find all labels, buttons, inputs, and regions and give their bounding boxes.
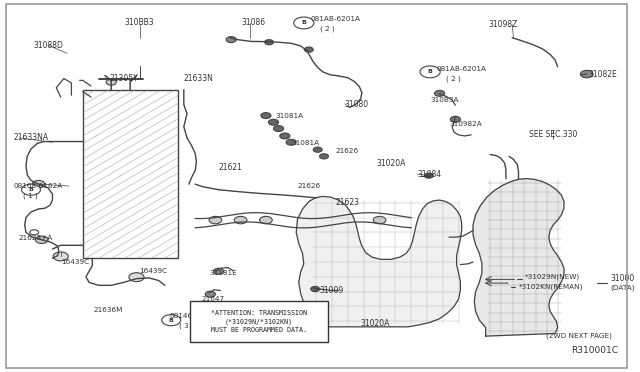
- Text: 31009: 31009: [319, 286, 344, 295]
- Bar: [83, 90, 177, 258]
- Bar: [190, 301, 328, 342]
- Text: 31086: 31086: [241, 19, 266, 28]
- Circle shape: [226, 37, 236, 42]
- Text: ( 2 ): ( 2 ): [446, 75, 461, 82]
- Text: B: B: [29, 187, 33, 192]
- Circle shape: [162, 315, 180, 326]
- Text: 31000: 31000: [610, 274, 634, 283]
- Text: 310982A: 310982A: [449, 121, 482, 127]
- Text: 31098Z: 31098Z: [488, 20, 518, 29]
- Text: 31081A: 31081A: [275, 113, 303, 119]
- Circle shape: [273, 126, 284, 132]
- Circle shape: [335, 217, 348, 224]
- Circle shape: [268, 119, 278, 125]
- Text: 21623: 21623: [335, 198, 360, 207]
- Circle shape: [373, 217, 386, 224]
- Text: B: B: [169, 318, 173, 323]
- Text: 21633NA: 21633NA: [13, 133, 49, 142]
- Text: R310001C: R310001C: [571, 346, 618, 355]
- Text: 21626: 21626: [298, 183, 321, 189]
- Text: 31088D: 31088D: [33, 41, 63, 50]
- Circle shape: [420, 66, 440, 78]
- Circle shape: [214, 268, 223, 274]
- Text: B: B: [428, 69, 433, 74]
- Text: ( 1 ): ( 1 ): [23, 192, 38, 199]
- Text: *31029N(NEW): *31029N(NEW): [525, 273, 580, 280]
- Circle shape: [209, 217, 221, 224]
- Circle shape: [261, 113, 271, 119]
- Text: 21633N: 21633N: [184, 74, 214, 83]
- Text: 081AB-6201A: 081AB-6201A: [436, 66, 486, 72]
- Text: (DATA): (DATA): [610, 285, 635, 291]
- Circle shape: [35, 236, 48, 243]
- Circle shape: [22, 184, 40, 195]
- Circle shape: [319, 154, 328, 159]
- Text: SEE SEC.330: SEE SEC.330: [529, 130, 577, 140]
- Text: 21305Y: 21305Y: [109, 74, 138, 83]
- Circle shape: [424, 173, 433, 178]
- Circle shape: [234, 217, 247, 224]
- Circle shape: [313, 147, 322, 152]
- Text: *ATTENTION: TRANSMISSION
(*31029N/*3102KN)
MUST BE PROGRAMMED DATA.: *ATTENTION: TRANSMISSION (*31029N/*3102K…: [211, 310, 307, 333]
- Text: 310BB3: 310BB3: [125, 19, 154, 28]
- Circle shape: [298, 217, 310, 224]
- Text: 081AB-6201A: 081AB-6201A: [310, 16, 360, 22]
- Text: 08146-6122G: 08146-6122G: [170, 314, 220, 320]
- Text: 31084: 31084: [417, 170, 442, 179]
- Text: ( 2 ): ( 2 ): [319, 25, 334, 32]
- Circle shape: [286, 139, 296, 145]
- Circle shape: [294, 17, 314, 29]
- Circle shape: [129, 273, 144, 282]
- Text: 31082E: 31082E: [588, 70, 617, 79]
- Circle shape: [580, 70, 593, 78]
- Text: 310B3A: 310B3A: [431, 97, 460, 103]
- Text: 31080: 31080: [345, 100, 369, 109]
- Circle shape: [435, 90, 445, 96]
- Text: 31081A: 31081A: [291, 140, 319, 146]
- Polygon shape: [296, 196, 461, 327]
- Text: *3102KN(REMAN): *3102KN(REMAN): [518, 283, 583, 290]
- Text: 21626: 21626: [335, 148, 358, 154]
- Text: 21636M: 21636M: [93, 307, 123, 313]
- Text: 31020A: 31020A: [360, 320, 390, 328]
- Text: 08168-6162A: 08168-6162A: [13, 183, 63, 189]
- Text: 16439C: 16439C: [61, 259, 89, 265]
- Text: (2WD NEXT PAGE): (2WD NEXT PAGE): [545, 333, 611, 339]
- Circle shape: [53, 252, 68, 261]
- Circle shape: [265, 39, 273, 45]
- Circle shape: [32, 180, 45, 188]
- Circle shape: [305, 47, 313, 52]
- Text: 21623+A: 21623+A: [19, 235, 52, 241]
- Text: 16439C: 16439C: [140, 268, 168, 274]
- Circle shape: [205, 291, 216, 297]
- Circle shape: [106, 79, 116, 85]
- Text: 31020A: 31020A: [376, 159, 406, 168]
- Circle shape: [451, 116, 460, 122]
- Circle shape: [280, 133, 290, 139]
- Circle shape: [260, 217, 272, 224]
- Text: 31181E: 31181E: [209, 270, 237, 276]
- Text: 21647: 21647: [202, 296, 225, 302]
- Circle shape: [311, 286, 319, 292]
- Text: ( 3 ): ( 3 ): [179, 323, 193, 329]
- Text: 21621: 21621: [218, 163, 243, 172]
- Text: B: B: [301, 20, 306, 25]
- Polygon shape: [473, 179, 564, 336]
